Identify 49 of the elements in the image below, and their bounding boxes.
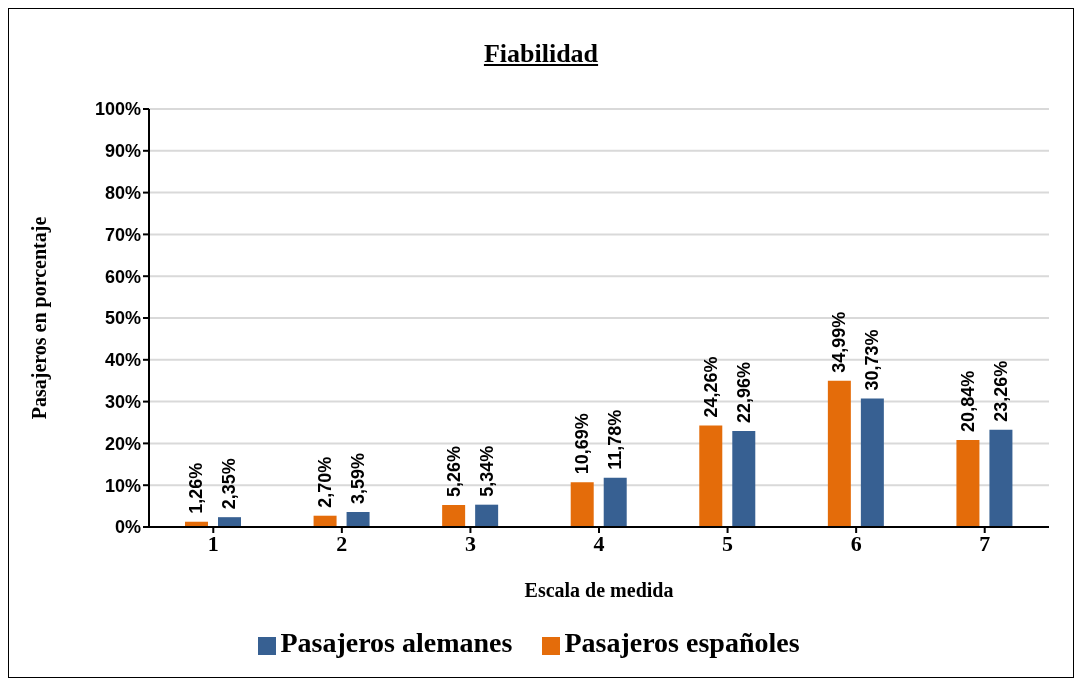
bar [346, 511, 370, 527]
data-label: 5,26% [443, 445, 464, 498]
bar [699, 425, 723, 527]
x-tick-label: 7 [979, 530, 991, 556]
data-label: 1,26% [186, 462, 207, 514]
bar [732, 431, 756, 527]
legend-label: Pasajeros alemanes [280, 627, 513, 658]
y-tick-label: 10% [104, 475, 141, 496]
data-label: 30,73% [862, 329, 883, 391]
data-label: 20,84% [957, 370, 978, 432]
x-tick-label: 2 [336, 530, 348, 556]
x-tick-label: 1 [207, 530, 219, 556]
data-label: 11,78% [605, 409, 626, 470]
bar [475, 504, 499, 527]
data-label: 23,26% [990, 360, 1011, 422]
data-label: 34,99% [829, 311, 850, 373]
y-tick-label: 80% [104, 182, 141, 203]
bar [989, 429, 1013, 527]
bar [442, 505, 466, 527]
y-tick-label: 60% [104, 266, 141, 287]
y-tick-label: 100% [94, 99, 141, 120]
x-tick-label: 4 [593, 530, 605, 556]
bar [827, 380, 851, 527]
data-label: 22,96% [733, 361, 754, 424]
x-tick-label: 6 [850, 530, 862, 556]
y-tick-label: 40% [104, 350, 141, 371]
y-tick-label: 30% [104, 391, 141, 412]
bar [218, 517, 241, 527]
y-tick-label: 20% [104, 433, 141, 454]
bar [603, 477, 627, 527]
data-label: 2,35% [219, 458, 240, 510]
data-label: 2,70% [315, 456, 336, 508]
data-label: 24,26% [700, 356, 721, 418]
y-tick-label: 70% [104, 224, 141, 245]
data-label: 3,59% [348, 452, 369, 504]
x-axis-title: Escala de medida [524, 579, 674, 601]
legend-label: Pasajeros españoles [564, 627, 800, 658]
x-tick-label: 5 [722, 530, 734, 556]
data-label: 5,34% [476, 445, 497, 497]
y-tick-label: 0% [114, 517, 141, 538]
bar [956, 439, 980, 527]
y-tick-label: 50% [104, 308, 141, 329]
bar [860, 398, 884, 527]
x-tick-label: 3 [464, 530, 476, 556]
chart-title: Fiabilidad [482, 39, 600, 69]
bar [570, 482, 594, 527]
y-tick-label: 90% [104, 141, 141, 162]
data-label: 10,69% [572, 413, 593, 475]
y-axis-title: Pasajeros en porcentaje [28, 216, 52, 420]
